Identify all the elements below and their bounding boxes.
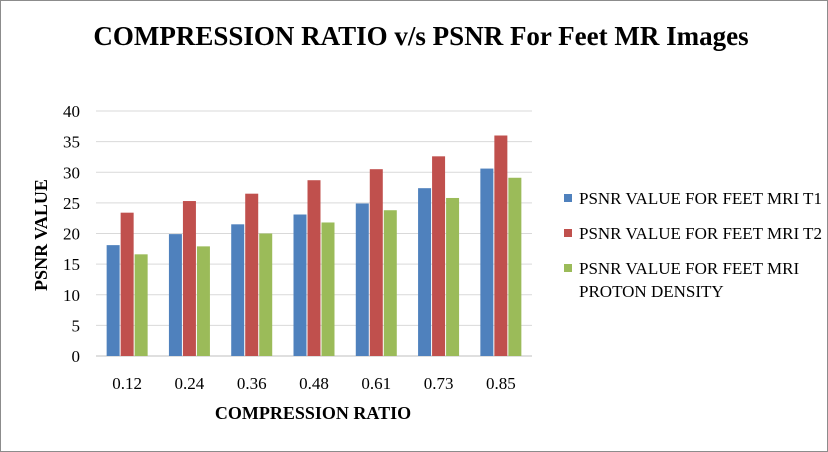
x-tick-label: 0.36: [237, 374, 267, 393]
bar-series-3: [196, 246, 210, 356]
y-tick-label: 15: [63, 255, 80, 274]
bar-series-3: [383, 210, 397, 356]
bar-series-2: [307, 180, 321, 356]
legend-label: PSNR VALUE FOR FEET MRI T1: [579, 189, 822, 208]
bar-series-1: [231, 224, 245, 356]
bar-series-2: [182, 201, 196, 356]
legend-item: PSNR VALUE FOR FEET MRI PROTON DENSITY: [561, 257, 823, 303]
legend-item: PSNR VALUE FOR FEET MRI T1: [561, 187, 823, 210]
bar-series-2: [245, 193, 259, 356]
legend-swatch: [564, 264, 572, 272]
legend-swatch: [564, 229, 572, 237]
x-tick-label: 0.85: [486, 374, 516, 393]
x-axis-title: COMPRESSION RATIO: [215, 403, 411, 423]
bar-series-1: [168, 234, 182, 356]
y-tick-label: 5: [72, 316, 81, 335]
legend-swatch: [564, 194, 572, 202]
y-tick-label: 35: [63, 133, 80, 152]
bar-series-3: [134, 254, 148, 356]
chart-title: COMPRESSION RATIO v/s PSNR For Feet MR I…: [93, 21, 749, 51]
bar-series-2: [369, 169, 383, 356]
bar-series-2: [120, 212, 134, 356]
legend-item: PSNR VALUE FOR FEET MRI T2: [561, 222, 823, 245]
x-tick-label: 0.73: [424, 374, 454, 393]
y-tick-label: 20: [63, 225, 80, 244]
legend: PSNR VALUE FOR FEET MRI T1 PSNR VALUE FOR…: [561, 187, 823, 315]
bar-series-3: [508, 177, 522, 356]
bar-series-1: [418, 188, 432, 356]
x-tick-label: 0.24: [175, 374, 205, 393]
y-tick-label: 0: [72, 347, 81, 366]
legend-label: PSNR VALUE FOR FEET MRI T2: [579, 224, 822, 243]
bars: [106, 135, 522, 356]
y-tick-label: 25: [63, 194, 80, 213]
bar-series-1: [480, 168, 494, 356]
bar-series-2: [432, 156, 446, 356]
x-tick-label: 0.61: [361, 374, 391, 393]
tick-labels: 0 5 10 15 20 25 30 35 40 0.12 0.24 0.36 0.48 0.61 0.73…: [63, 102, 516, 393]
bar-series-1: [293, 214, 307, 356]
bar-series-2: [494, 135, 508, 356]
y-tick-label: 10: [63, 286, 80, 305]
legend-label: PSNR VALUE FOR FEET MRI PROTON DENSITY: [579, 259, 800, 301]
y-tick-label: 30: [63, 163, 80, 182]
y-axis-title: PSNR VALUE: [31, 179, 51, 291]
y-tick-label: 40: [63, 102, 80, 121]
x-tick-label: 0.12: [112, 374, 142, 393]
x-tick-label: 0.48: [299, 374, 329, 393]
bar-series-3: [259, 233, 273, 356]
bar-series-1: [106, 245, 120, 356]
bar-series-1: [355, 203, 369, 356]
bar-series-3: [321, 222, 335, 356]
bar-series-3: [446, 197, 460, 356]
